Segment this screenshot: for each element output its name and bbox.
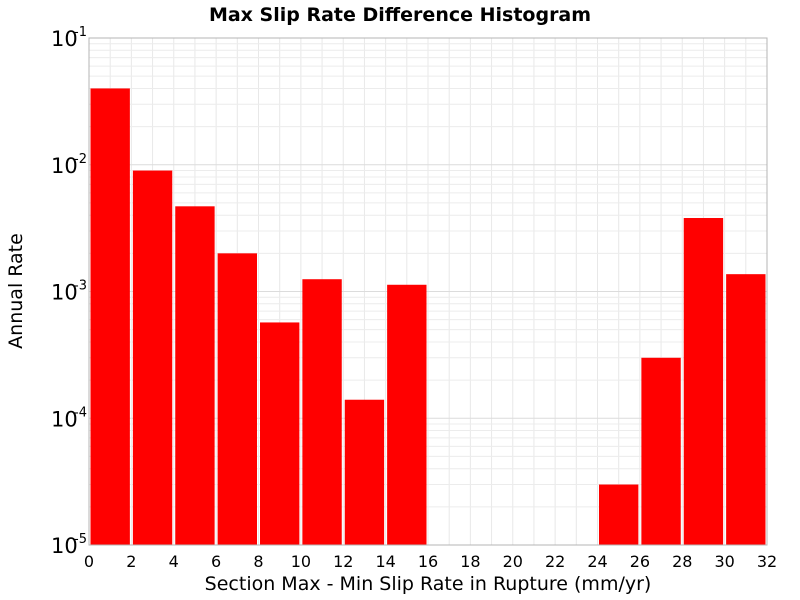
bar-1 [132, 170, 173, 546]
y-tick-base: 10 [51, 27, 78, 51]
y-tick-label: 10-3 [51, 279, 87, 305]
bar-10 [683, 218, 724, 545]
bars [90, 88, 766, 546]
y-tick-exponent: -4 [74, 405, 87, 420]
y-tick-exponent: -3 [74, 279, 87, 294]
x-tick-label: 24 [587, 552, 607, 571]
x-tick-label: 28 [672, 552, 692, 571]
x-tick-label: 14 [375, 552, 395, 571]
y-axis-label: Annual Rate [5, 233, 27, 349]
x-tick-label: 16 [418, 552, 438, 571]
bar-7 [387, 284, 427, 545]
bar-11 [726, 274, 766, 545]
y-tick-base: 10 [51, 407, 78, 431]
x-tick-labels: 0 2 4 6 8 10 12 14 16 18 20 22 24 26 28 30 32 [84, 552, 777, 571]
x-tick-label: 6 [211, 552, 221, 571]
x-tick-label: 20 [503, 552, 523, 571]
x-tick-label: 22 [545, 552, 565, 571]
x-tick-label: 32 [757, 552, 777, 571]
y-tick-exponent: -2 [74, 152, 87, 167]
bar-5 [302, 279, 342, 545]
x-tick-label: 18 [460, 552, 480, 571]
x-tick-label: 2 [126, 552, 136, 571]
bar-4 [260, 322, 300, 545]
bar-8 [599, 484, 639, 545]
plot-border [88, 37, 768, 546]
bar-9 [641, 357, 681, 545]
x-tick-label: 10 [291, 552, 311, 571]
y-tick-label: 10-2 [51, 152, 87, 178]
x-tick-label: 12 [333, 552, 353, 571]
x-tick-label: 8 [253, 552, 263, 571]
x-axis-label: Section Max - Min Slip Rate in Rupture (… [205, 573, 652, 595]
x-tick-label: 30 [714, 552, 734, 571]
bar-3 [217, 253, 257, 545]
chart-title: Max Slip Rate Difference Histogram [209, 4, 591, 26]
y-tick-label: 10-1 [51, 25, 87, 51]
y-tick-base: 10 [51, 154, 78, 178]
y-tick-exponent: -5 [74, 532, 87, 547]
y-tick-label: 10-5 [51, 532, 87, 558]
y-tick-labels: 10-510-410-310-210-1 [51, 25, 87, 558]
y-tick-label: 10-4 [51, 405, 87, 431]
x-tick-label: 4 [169, 552, 179, 571]
y-tick-base: 10 [51, 281, 78, 305]
bar-0 [90, 88, 130, 545]
x-tick-label: 0 [84, 552, 94, 571]
y-tick-base: 10 [51, 534, 78, 558]
y-tick-exponent: -1 [74, 25, 87, 40]
bar-2 [175, 206, 215, 546]
bar-6 [344, 399, 385, 545]
x-tick-label: 26 [630, 552, 650, 571]
